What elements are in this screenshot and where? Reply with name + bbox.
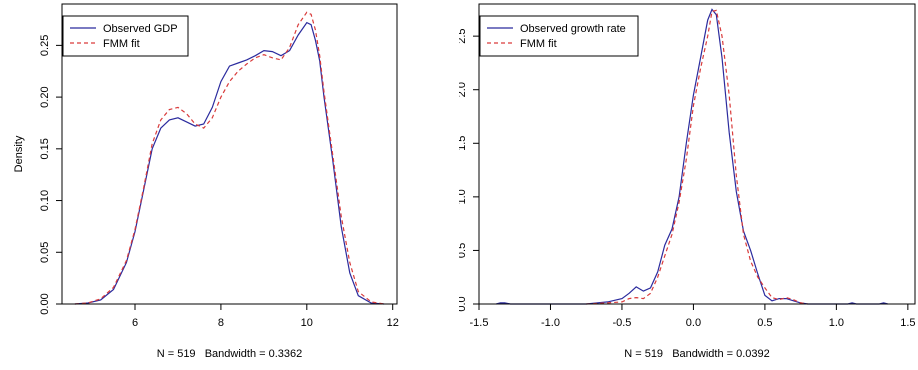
series-line-observed <box>74 21 385 305</box>
legend-box <box>479 15 639 57</box>
x-tick-label: -1.0 <box>541 317 560 329</box>
y-tick-label: 0.5 <box>459 243 468 258</box>
x-tick-label: 10 <box>301 317 313 329</box>
y-tick-label: 0.00 <box>39 293 51 314</box>
y-tick-label: 2.0 <box>459 82 468 97</box>
growth-density-panel: -1.5 -1.0 -0.5 0.0 0.5 1.0 1.5 0.0 0.5 1.0 1.5 2.0 2… <box>430 0 918 365</box>
x-axis-label: N = 519 Bandwidth = 0.0392 <box>624 348 770 360</box>
x-tick-label: 12 <box>387 317 399 329</box>
legend-label-observed: Observed growth rate <box>520 23 626 35</box>
legend-label-fmm-fit: FMM fit <box>103 38 140 50</box>
y-tick-label: 2.5 <box>459 28 468 43</box>
y-tick-label: 0.05 <box>39 242 51 263</box>
y-tick-label: 0.15 <box>39 138 51 159</box>
gdp-density-chart: 6 8 10 12 0.00 0.05 0.10 0.15 0.20 0.25 N = 519 Ba… <box>13 3 399 360</box>
legend-box <box>62 15 189 57</box>
plot-frame <box>61 3 398 305</box>
x-tick-label: 1.5 <box>900 317 915 329</box>
series-line-fmm-fit <box>74 11 385 305</box>
y-tick-label: 0.25 <box>39 35 51 56</box>
growth-density-chart: -1.5 -1.0 -0.5 0.0 0.5 1.0 1.5 0.0 0.5 1.0 1.5 2.0 2… <box>430 3 916 360</box>
x-axis-label: N = 519 Bandwidth = 0.3362 <box>157 348 303 360</box>
x-tick-label: 1.0 <box>829 317 844 329</box>
x-tick-label: -1.5 <box>470 317 489 329</box>
y-tick-label: 0.20 <box>39 86 51 107</box>
y-tick-label: 1.5 <box>459 136 468 151</box>
y-tick-label: 1.0 <box>459 189 468 204</box>
y-tick-label: 0.10 <box>39 190 51 211</box>
gdp-density-panel: 6 8 10 12 0.00 0.05 0.10 0.15 0.20 0.25 N = 519 Ba… <box>0 0 459 365</box>
series-line-observed <box>496 8 888 305</box>
legend-label-observed: Observed GDP <box>103 23 178 35</box>
x-tick-label: -0.5 <box>612 317 631 329</box>
y-tick-label: 0.0 <box>459 296 468 311</box>
legend-label-fmm-fit: FMM fit <box>520 38 557 50</box>
x-tick-label: 0.0 <box>686 317 701 329</box>
x-tick-label: 8 <box>218 317 224 329</box>
y-axis-label: Density <box>13 135 25 172</box>
series-line-fmm-fit <box>586 9 808 305</box>
plot-frame <box>478 3 916 305</box>
x-tick-label: 6 <box>132 317 138 329</box>
x-tick-label: 0.5 <box>757 317 772 329</box>
